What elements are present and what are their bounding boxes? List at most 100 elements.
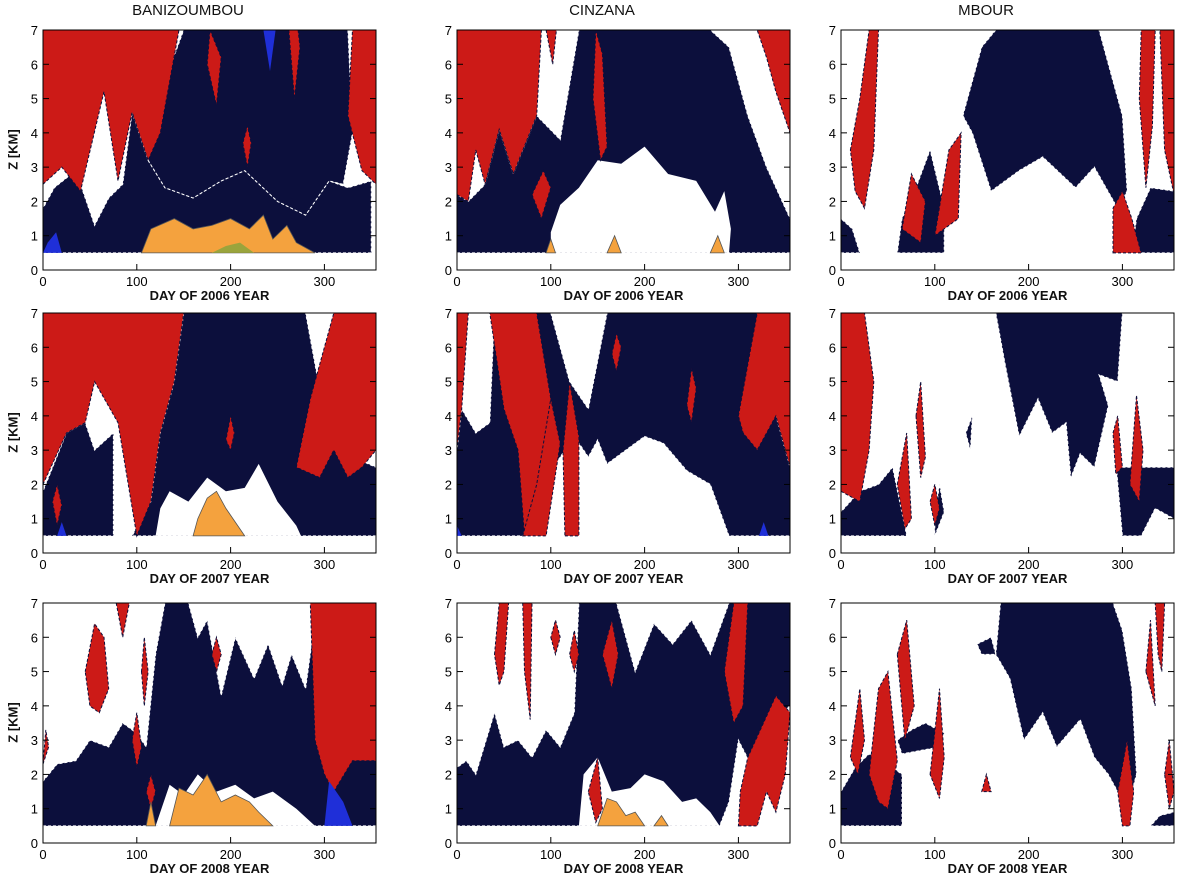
region-olive [211, 242, 255, 253]
region-red [896, 619, 915, 741]
y-tick-label: 0 [829, 546, 836, 561]
y-tick-label: 3 [31, 443, 38, 458]
y-tick-label: 6 [829, 630, 836, 645]
y-tick-label: 6 [31, 340, 38, 355]
region-red [737, 313, 790, 468]
region-red [43, 729, 50, 765]
plot-area-mbour-2006 [841, 30, 1174, 254]
region-red [929, 688, 945, 799]
y-tick-label: 4 [31, 409, 38, 424]
y-tick-label: 2 [829, 194, 836, 209]
region-dark [995, 603, 1138, 811]
region-red [43, 313, 185, 538]
region-dark [976, 636, 997, 655]
y-tick-label: 7 [445, 306, 452, 321]
x-tick-label: 0 [453, 274, 460, 289]
y-tick-label: 5 [445, 375, 452, 390]
region-red [51, 484, 63, 526]
y-tick-label: 3 [829, 733, 836, 748]
x-axis-label: DAY OF 2007 YEAR [149, 571, 270, 586]
region-dark [841, 217, 861, 254]
region-red [756, 30, 790, 134]
region-red [140, 637, 149, 706]
y-tick-label: 3 [445, 443, 452, 458]
plot-frame [456, 602, 791, 844]
region-red [43, 30, 180, 193]
y-tick-label: 7 [829, 306, 836, 321]
region-red [592, 30, 608, 163]
region-blue [324, 781, 353, 826]
region-red [1112, 415, 1123, 476]
x-tick-label: 100 [924, 847, 946, 862]
y-tick-label: 6 [31, 57, 38, 72]
region-red [611, 331, 622, 372]
y-tick-label: 6 [445, 630, 452, 645]
region-red [868, 669, 898, 810]
plot-frame [840, 602, 1175, 844]
x-tick-label: 0 [39, 557, 46, 572]
region-red [531, 169, 552, 221]
x-tick-label: 200 [1018, 557, 1040, 572]
x-tick-label: 300 [728, 274, 750, 289]
x-tick-label: 100 [924, 274, 946, 289]
x-tick-label: 100 [540, 557, 562, 572]
region-red [522, 603, 533, 720]
plot-frame [42, 312, 377, 554]
region-red [737, 694, 790, 827]
x-tick-label: 300 [1112, 557, 1134, 572]
y-tick-label: 6 [445, 340, 452, 355]
region-red [587, 757, 603, 824]
y-tick-label: 7 [31, 23, 38, 38]
x-tick-label: 200 [220, 274, 242, 289]
y-tick-label: 6 [445, 57, 452, 72]
y-tick-label: 2 [445, 194, 452, 209]
x-tick-label: 0 [837, 557, 844, 572]
region-white [550, 146, 731, 253]
y-tick-label: 1 [445, 229, 452, 244]
region-red [211, 635, 222, 674]
y-tick-label: 5 [445, 665, 452, 680]
region-dark [995, 313, 1123, 478]
y-tick-label: 7 [31, 306, 38, 321]
region-red [1138, 30, 1156, 188]
region-red [562, 381, 580, 537]
x-tick-label: 300 [1112, 847, 1134, 862]
y-tick-label: 1 [445, 512, 452, 527]
y-tick-label: 5 [829, 665, 836, 680]
y-tick-label: 6 [31, 630, 38, 645]
y-tick-label: 5 [829, 92, 836, 107]
y-tick-label: 7 [829, 23, 836, 38]
region-red [131, 712, 143, 768]
y-tick-label: 1 [829, 512, 836, 527]
region-dark [841, 466, 908, 537]
region-red [896, 432, 912, 531]
plot-area-cinzana-2006 [457, 30, 790, 254]
plot-area-mbour-2008 [841, 603, 1174, 827]
x-axis-label: DAY OF 2006 YEAR [563, 288, 684, 303]
x-tick-label: 300 [1112, 274, 1134, 289]
y-tick-label: 7 [829, 596, 836, 611]
region-red [1112, 189, 1142, 254]
plot-frame [42, 29, 377, 271]
x-tick-label: 0 [39, 847, 46, 862]
region-red [145, 772, 157, 811]
y-tick-label: 2 [829, 477, 836, 492]
region-orange [169, 773, 274, 827]
x-tick-label: 0 [837, 847, 844, 862]
region-dark [147, 30, 354, 216]
y-tick-label: 0 [31, 836, 38, 851]
region-red [849, 688, 866, 777]
x-tick-label: 0 [837, 274, 844, 289]
region-red [601, 619, 619, 689]
y-tick-label: 4 [445, 126, 452, 141]
region-orange [606, 234, 622, 254]
y-tick-label: 2 [31, 767, 38, 782]
region-red [849, 30, 880, 210]
y-tick-label: 4 [829, 126, 836, 141]
y-tick-label: 5 [445, 92, 452, 107]
